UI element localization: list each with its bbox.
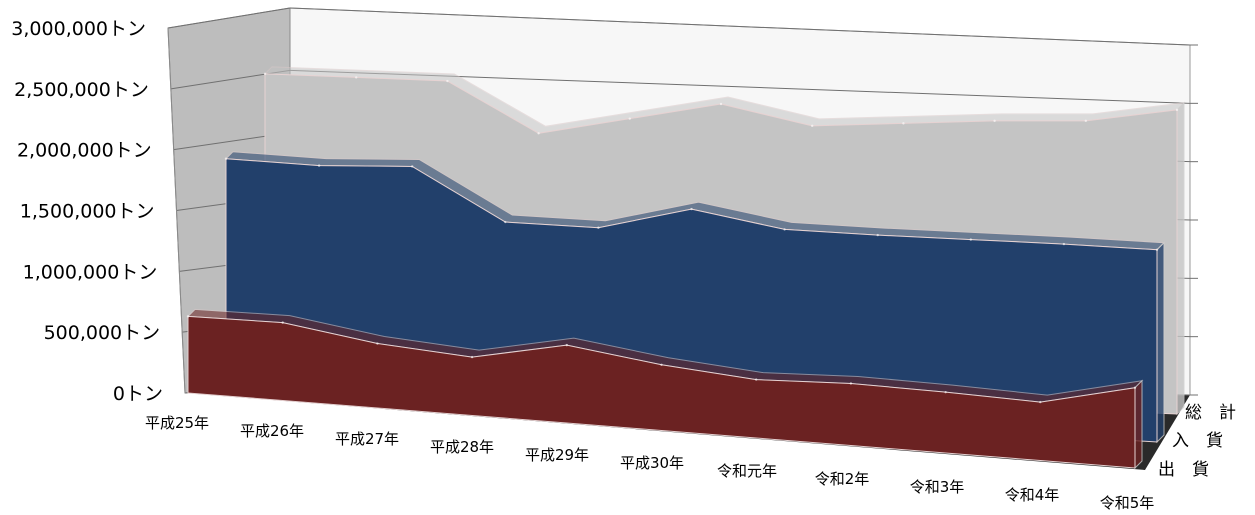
x-tick-label: 平成28年 [430, 438, 494, 456]
x-tick-label: 令和元年 [717, 462, 777, 480]
y-tick-label: 1,000,000トン [23, 261, 158, 283]
series-label: 出 貨 [1158, 460, 1209, 480]
x-tick-label: 平成30年 [620, 454, 684, 472]
x-tick-label: 平成29年 [525, 446, 589, 464]
y-tick-label: 2,500,000トン [14, 79, 149, 101]
labels-group: 0トン 500,000トン 1,000,000トン 1,500,000トン 2,000,… [11, 18, 1236, 512]
y-tick-label: 0トン [113, 383, 163, 405]
x-tick-label: 令和4年 [1005, 486, 1060, 504]
series-label: 総 計 [1185, 403, 1236, 423]
y-tick-label: 2,000,000トン [17, 140, 152, 162]
x-tick-label: 令和3年 [910, 478, 965, 496]
x-tick-label: 平成25年 [145, 414, 209, 432]
y-tick-label: 500,000トン [44, 322, 161, 344]
x-tick-label: 平成27年 [335, 430, 399, 448]
x-tick-label: 令和2年 [815, 470, 870, 488]
y-tick-label: 3,000,000トン [11, 18, 146, 40]
y-tick-label: 1,500,000トン [20, 201, 155, 223]
x-tick-label: 平成26年 [240, 422, 304, 440]
x-tick-label: 令和5年 [1100, 494, 1155, 512]
series-group [186, 66, 1186, 470]
series-label: 入 貨 [1172, 431, 1223, 451]
